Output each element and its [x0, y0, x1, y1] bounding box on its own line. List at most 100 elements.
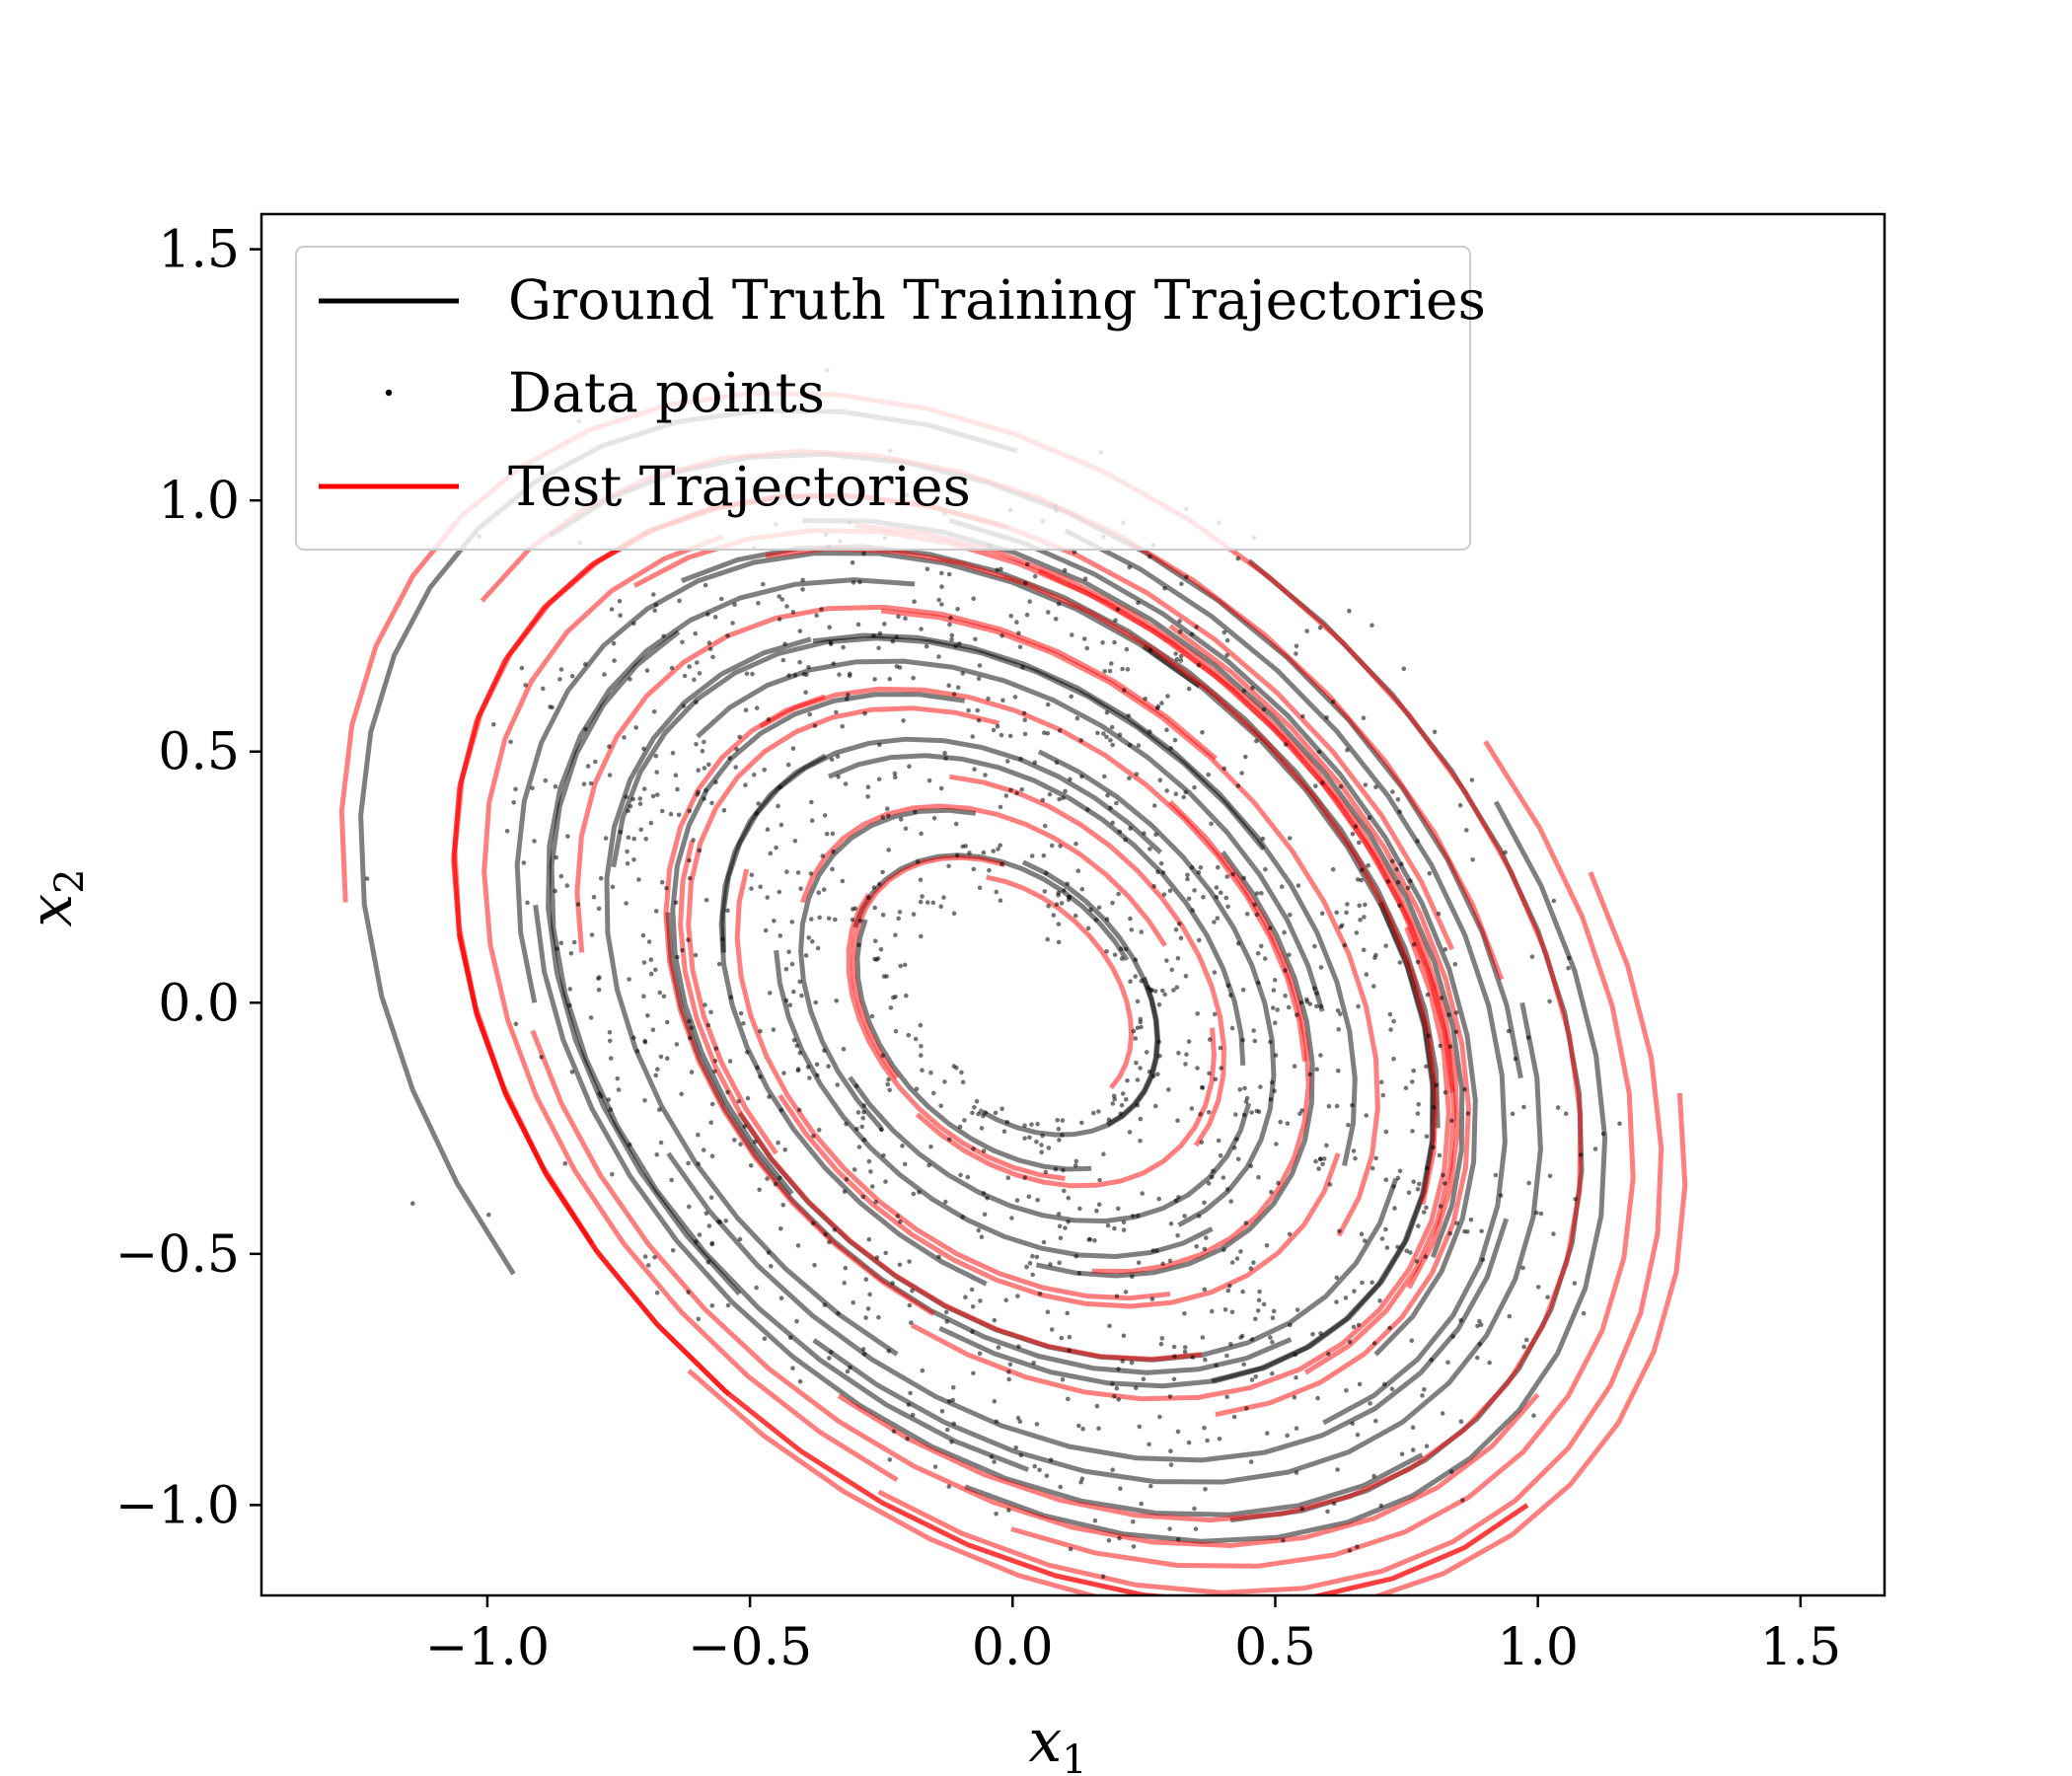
- data-point: [1164, 727, 1169, 733]
- data-point: [1037, 1467, 1042, 1473]
- data-point: [790, 1366, 795, 1370]
- data-point: [813, 999, 818, 1005]
- data-point: [1035, 1198, 1040, 1203]
- data-point: [898, 963, 903, 969]
- data-point: [1035, 1121, 1040, 1127]
- data-point: [1477, 1342, 1483, 1347]
- data-point: [1185, 876, 1190, 882]
- data-point: [1378, 1503, 1384, 1509]
- data-point: [1138, 1139, 1143, 1144]
- data-point: [697, 848, 703, 853]
- data-point: [1076, 1423, 1081, 1429]
- data-point: [1287, 952, 1292, 957]
- y-tick-label: 0.0: [158, 974, 240, 1033]
- data-point: [998, 898, 1003, 903]
- data-point: [616, 1087, 622, 1092]
- data-point: [887, 1457, 893, 1462]
- data-point: [364, 876, 370, 881]
- data-point: [1190, 1355, 1196, 1360]
- data-point: [1279, 884, 1285, 889]
- data-point: [1110, 1467, 1115, 1472]
- data-point: [1066, 1195, 1072, 1201]
- data-point: [1358, 918, 1363, 923]
- data-point: [1171, 988, 1176, 993]
- data-point: [743, 707, 749, 712]
- data-point: [1373, 784, 1378, 789]
- data-point: [637, 801, 643, 806]
- data-point: [1149, 1296, 1155, 1301]
- data-point: [1254, 738, 1259, 744]
- legend-label-test: Test Trajectories: [508, 455, 971, 518]
- data-point: [1044, 1473, 1050, 1478]
- data-point: [835, 1082, 840, 1087]
- data-point: [861, 1110, 866, 1115]
- data-point: [1171, 1376, 1177, 1382]
- data-point: [861, 551, 866, 556]
- data-point: [911, 1191, 917, 1197]
- data-point: [541, 686, 546, 692]
- data-point: [1338, 783, 1344, 789]
- data-point: [1195, 1011, 1200, 1016]
- data-point: [1383, 1226, 1388, 1232]
- data-point: [665, 1019, 670, 1025]
- data-point: [863, 1315, 868, 1320]
- data-point: [1057, 1223, 1063, 1229]
- data-point: [792, 673, 798, 678]
- data-point: [787, 1335, 793, 1340]
- data-point: [754, 705, 760, 710]
- data-point: [1254, 891, 1260, 896]
- data-point: [925, 900, 930, 905]
- test-trajectory: [574, 604, 1219, 953]
- data-point: [966, 707, 971, 713]
- data-point: [511, 800, 516, 805]
- data-point: [675, 954, 680, 960]
- data-point: [1454, 1221, 1459, 1225]
- data-point: [1209, 821, 1214, 827]
- test-trajectory: [686, 705, 1000, 1155]
- x-tick-label: −0.5: [688, 1618, 812, 1677]
- data-point: [1049, 1327, 1055, 1332]
- data-point: [795, 870, 801, 875]
- data-point: [1432, 729, 1438, 735]
- data-point: [1288, 1322, 1293, 1328]
- data-point: [850, 559, 855, 565]
- data-point: [703, 582, 708, 588]
- data-point: [777, 1175, 782, 1181]
- data-point: [1041, 852, 1047, 858]
- data-point: [1271, 988, 1277, 993]
- data-point: [887, 676, 893, 682]
- data-point: [696, 1316, 702, 1322]
- data-point: [1320, 1161, 1325, 1167]
- data-point: [832, 1227, 838, 1232]
- data-point: [836, 1310, 841, 1316]
- data-point: [1326, 1103, 1332, 1109]
- data-point: [1547, 1173, 1553, 1179]
- data-point: [1058, 844, 1063, 849]
- data-point: [565, 834, 570, 839]
- data-point: [955, 607, 960, 612]
- data-point: [1130, 1274, 1135, 1280]
- data-point: [985, 1196, 990, 1201]
- data-point: [983, 1110, 989, 1116]
- data-point: [1345, 902, 1350, 907]
- data-point: [582, 661, 588, 667]
- data-point: [1093, 917, 1099, 923]
- data-point: [946, 1484, 952, 1489]
- data-point: [1441, 1172, 1445, 1178]
- data-point: [1106, 1117, 1112, 1122]
- data-point: [1294, 1426, 1299, 1431]
- data-point: [596, 987, 602, 993]
- data-point: [705, 1022, 711, 1028]
- data-point: [778, 1107, 784, 1113]
- data-point: [1176, 1195, 1181, 1200]
- data-point: [1116, 1367, 1121, 1371]
- data-point: [1382, 1381, 1387, 1387]
- data-point: [955, 685, 961, 691]
- data-point: [885, 1081, 890, 1087]
- data-point: [1016, 630, 1021, 635]
- data-point: [1359, 1231, 1365, 1236]
- data-point: [1429, 1357, 1435, 1363]
- data-point: [886, 813, 891, 819]
- data-point: [681, 703, 687, 708]
- data-point: [1415, 1186, 1421, 1192]
